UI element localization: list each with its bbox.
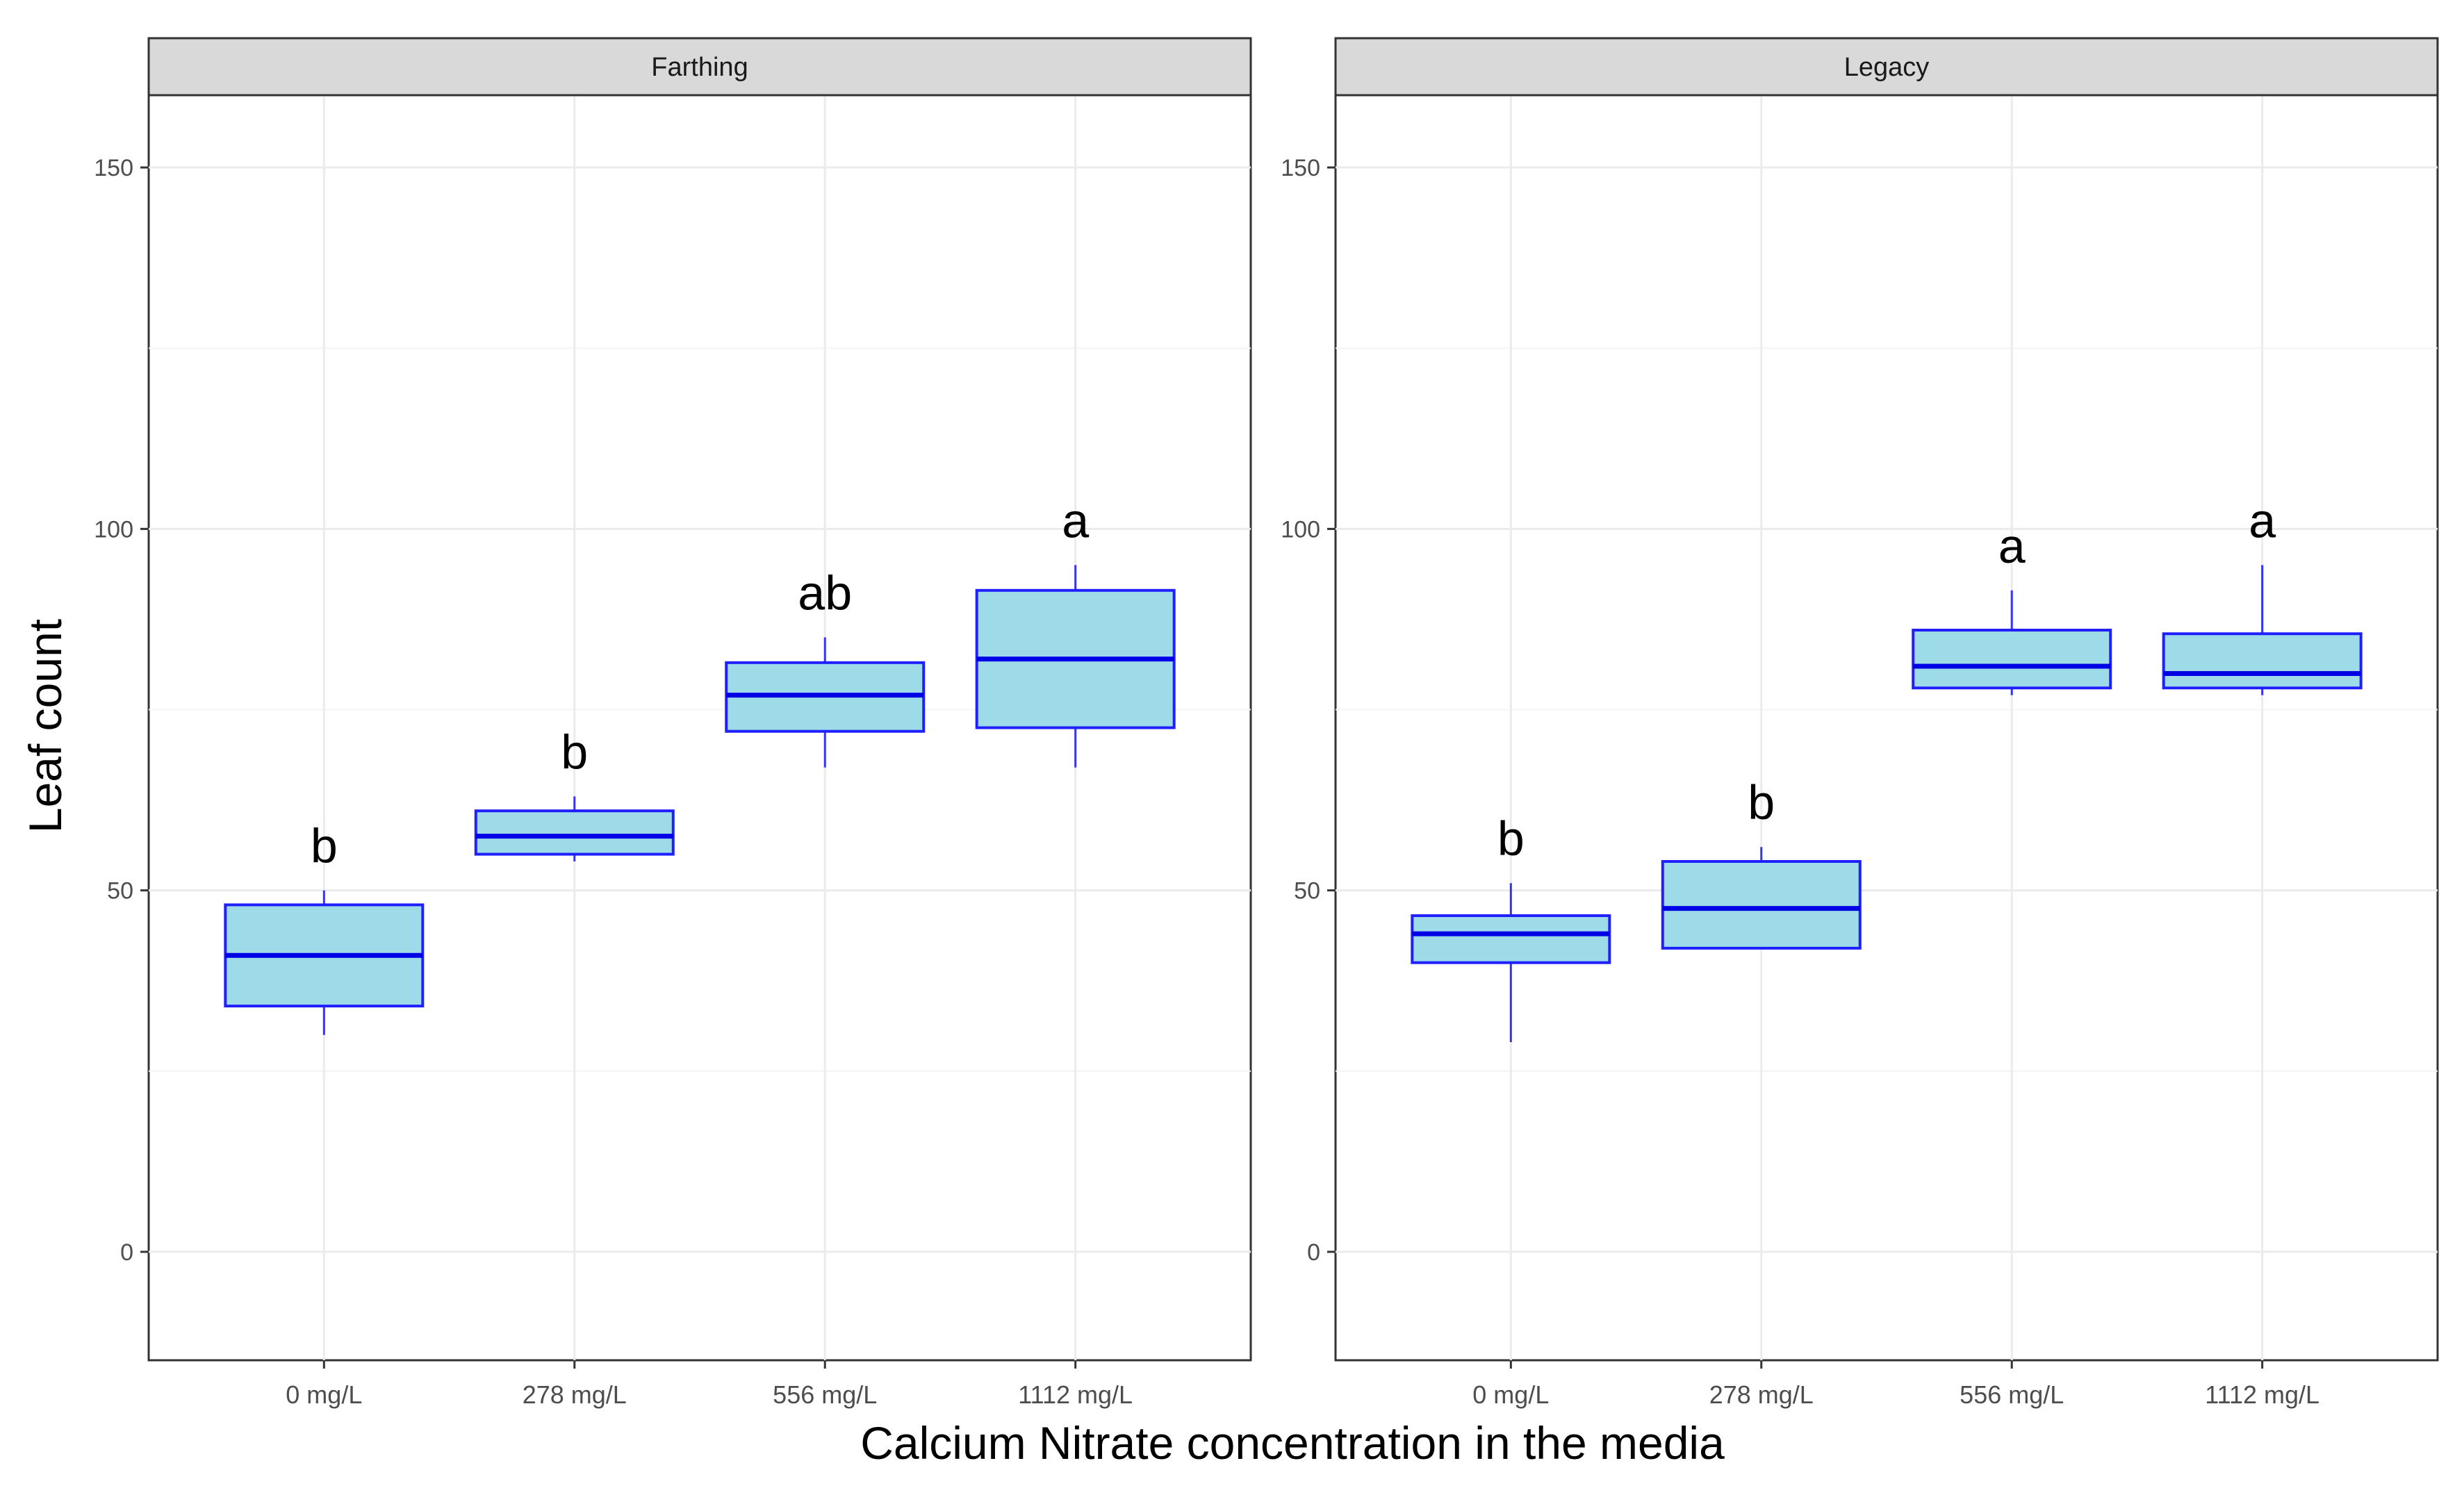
box-0mgl: b <box>224 819 425 1035</box>
panel-background <box>1334 94 2439 1362</box>
facets-group: 0 50 100 150 0 mg/L 278 mg/L 556 mg/L 1112 mg/L… <box>94 37 2439 1409</box>
x-tick-label: 1112 mg/L <box>1018 1380 1133 1409</box>
significance-letter: b <box>1748 775 1775 829</box>
box-iqr <box>2162 632 2363 690</box>
significance-letter: a <box>1998 519 2026 573</box>
x-tick-label: 556 mg/L <box>773 1380 877 1409</box>
x-tick-label: 0 mg/L <box>1472 1380 1549 1409</box>
box-1112mgl: a <box>2162 493 2363 695</box>
x-tick-label: 278 mg/L <box>523 1380 627 1409</box>
significance-letter: ab <box>798 565 852 620</box>
box-0mgl: b <box>1411 811 1611 1043</box>
significance-letter: b <box>1497 811 1525 866</box>
y-tick-label: 150 <box>1281 155 1320 181</box>
box-iqr <box>1661 860 1862 950</box>
facet-strip <box>1334 37 2439 97</box>
y-tick-label: 0 <box>120 1239 133 1266</box>
x-axis-title: Calcium Nitrate concentration in the med… <box>860 1417 1725 1469</box>
y-tick-label: 0 <box>1307 1239 1320 1266</box>
facet-strip-label: Farthing <box>651 53 748 82</box>
x-tick-label: 0 mg/L <box>286 1380 362 1409</box>
box-1112mgl: a <box>975 493 1176 768</box>
y-tick-label: 50 <box>1294 878 1320 905</box>
y-tick-label: 100 <box>94 516 133 543</box>
facet-strip-label: Legacy <box>1844 53 1930 82</box>
box-556mgl: ab <box>725 565 926 768</box>
significance-letter: a <box>2249 493 2276 547</box>
box-iqr <box>474 809 675 856</box>
box-iqr <box>1912 629 2112 690</box>
facet-legacy: 0 50 100 150 0 mg/L 278 mg/L 556 mg/L 1112 mg/L… <box>1281 37 2439 1409</box>
x-tick-label: 1112 mg/L <box>2205 1380 2319 1409</box>
significance-letter: a <box>1062 493 1089 547</box>
box-278mgl: b <box>1661 775 1862 950</box>
y-tick-label: 50 <box>107 878 133 905</box>
x-tick-label: 556 mg/L <box>1960 1380 2064 1409</box>
y-axis-title: Leaf count <box>19 619 71 833</box>
significance-letter: b <box>561 725 588 779</box>
y-tick-label: 100 <box>1281 516 1320 543</box>
y-tick-label: 150 <box>94 155 133 181</box>
box-278mgl: b <box>474 725 675 862</box>
box-iqr <box>1411 914 1611 964</box>
box-556mgl: a <box>1912 519 2112 695</box>
x-tick-label: 278 mg/L <box>1709 1380 1814 1409</box>
significance-letter: b <box>311 819 338 873</box>
facet-strip <box>147 37 1252 97</box>
facet-farthing: 0 50 100 150 0 mg/L 278 mg/L 556 mg/L 1112 mg/L… <box>94 37 1252 1409</box>
